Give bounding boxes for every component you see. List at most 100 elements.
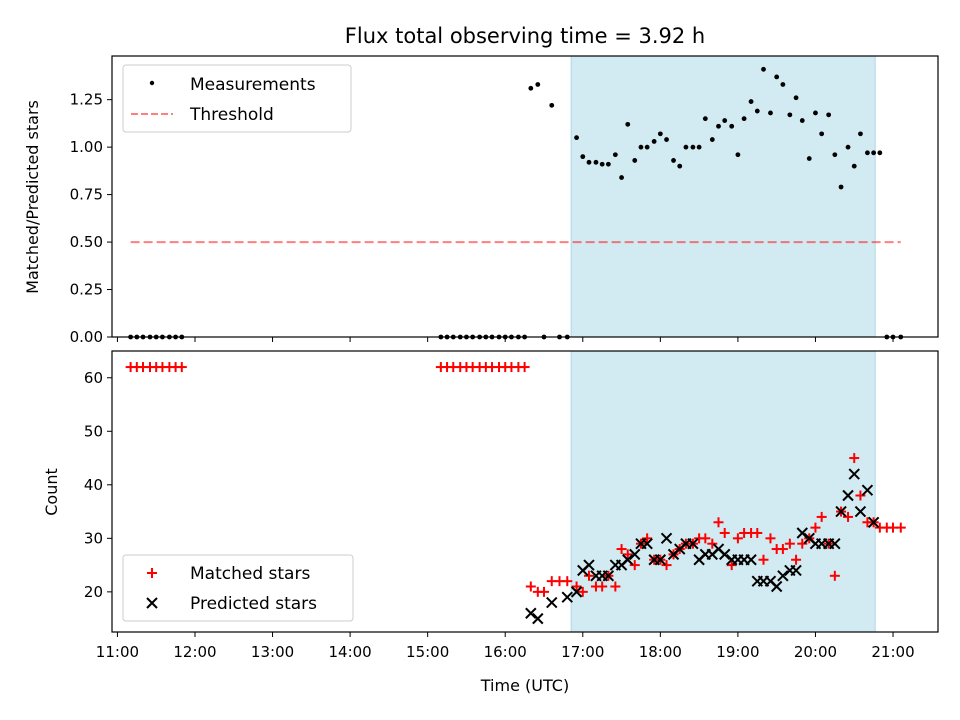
- predicted-star-point: [583, 559, 595, 571]
- plot-frame: [111, 350, 939, 633]
- x-axis-label: Time (UTC): [480, 676, 569, 695]
- measurement-point: [625, 121, 631, 127]
- top-y-axis-label: Matched/Predicted stars: [23, 100, 42, 294]
- x-tick-label: 19:00: [716, 643, 759, 661]
- matched-star-point: [571, 581, 582, 592]
- predicted-star-point: [532, 612, 544, 625]
- predicted-star-point: [561, 591, 573, 603]
- measurement-point: [722, 118, 728, 123]
- measurement-point: [599, 161, 605, 167]
- matched-star-point: [562, 576, 573, 587]
- predicted-star-point: [687, 537, 699, 550]
- predicted-star-point: [770, 580, 783, 593]
- measurement-point: [535, 82, 541, 87]
- measurement-point: [832, 152, 838, 158]
- predicted-star-point: [842, 489, 854, 502]
- matched-star-point: [752, 527, 763, 538]
- matched-star-point: [849, 453, 860, 464]
- predicted-star-point: [525, 607, 537, 619]
- measurement-point: [528, 85, 534, 91]
- predicted-star-point: [854, 505, 867, 518]
- measurement-point: [838, 184, 844, 190]
- measurement-point: [774, 74, 780, 80]
- measurement-point: [580, 154, 586, 160]
- matched-star-point: [816, 511, 827, 522]
- matched-star-point: [577, 586, 588, 597]
- measurement-point: [813, 110, 818, 116]
- y-tick-label: 0.75: [70, 186, 103, 204]
- measurement-point: [574, 135, 579, 141]
- matched-star-point: [622, 549, 633, 560]
- x-tick-label: 16:00: [484, 643, 527, 661]
- matched-star-point: [519, 362, 530, 373]
- measurement-point: [716, 123, 721, 129]
- y-tick-label: 0.00: [70, 328, 103, 346]
- measurement-point: [741, 116, 747, 122]
- measurement-point: [799, 118, 805, 123]
- measurement-point: [787, 112, 793, 118]
- bottom-y-axis-label: Count: [42, 468, 61, 516]
- matched-star-point: [777, 544, 788, 555]
- measurement-point: [593, 159, 599, 165]
- matched-star-point: [829, 570, 840, 581]
- y-tick-label: 1.25: [70, 91, 103, 109]
- measurement-point: [696, 144, 702, 150]
- measurement-point: [549, 102, 555, 108]
- matched-star-point: [629, 560, 640, 571]
- matched-star-point: [784, 538, 795, 549]
- x-tick-label: 14:00: [328, 643, 371, 661]
- legend-marker-measurements: [149, 80, 155, 86]
- legend-label-measurements: Measurements: [190, 75, 316, 95]
- measurement-point: [671, 158, 676, 163]
- matched-star-point: [895, 522, 906, 533]
- matched-star-point: [797, 538, 808, 549]
- measurement-point: [806, 156, 812, 161]
- measurement-point: [768, 110, 773, 116]
- matched-star-point: [810, 522, 821, 533]
- matched-star-point: [713, 517, 724, 528]
- predicted-star-point: [660, 532, 673, 545]
- x-tick-label: 17:00: [561, 643, 604, 661]
- matched-star-point: [855, 490, 866, 501]
- y-tick-label: 50: [84, 422, 103, 440]
- predicted-star-point: [570, 586, 583, 598]
- x-tick-label: 18:00: [639, 643, 682, 661]
- predicted-star-point: [622, 554, 634, 566]
- matched-star-point: [700, 533, 711, 544]
- matched-star-point: [758, 554, 769, 565]
- x-tick-label: 13:00: [251, 643, 294, 661]
- matched-star-point: [176, 362, 187, 373]
- predicted-star-point: [829, 537, 841, 550]
- predicted-star-point: [835, 505, 847, 518]
- observing-window-shade: [570, 350, 876, 633]
- predicted-star-point: [861, 484, 874, 496]
- measurement-point: [865, 150, 870, 156]
- observing-window-shade: [570, 55, 876, 338]
- predicted-star-point: [546, 596, 558, 609]
- measurement-point: [877, 150, 883, 156]
- measurement-point: [638, 144, 644, 150]
- measurement-point: [619, 175, 624, 180]
- matched-star-point: [843, 511, 854, 522]
- predicted-star-point: [641, 537, 653, 550]
- matched-star-point: [642, 533, 653, 544]
- measurement-point: [729, 123, 735, 129]
- x-tick-label: 21:00: [871, 643, 914, 661]
- predicted-star-point: [719, 548, 731, 561]
- matched-star-point: [597, 581, 608, 592]
- measurement-point: [702, 116, 708, 122]
- measurement-point: [632, 158, 638, 163]
- predicted-star-point: [602, 570, 615, 582]
- matched-star-point: [732, 533, 743, 544]
- measurement-point: [586, 159, 592, 165]
- matched-star-point: [719, 527, 730, 538]
- y-tick-label: 40: [84, 476, 103, 494]
- measurement-point: [761, 66, 766, 72]
- predicted-star-point: [848, 468, 860, 480]
- y-tick-label: 0.25: [70, 281, 103, 299]
- matched-star-point: [765, 533, 776, 544]
- x-tick-label: 12:00: [173, 643, 216, 661]
- measurement-point: [826, 112, 832, 118]
- matched-star-point: [726, 560, 737, 571]
